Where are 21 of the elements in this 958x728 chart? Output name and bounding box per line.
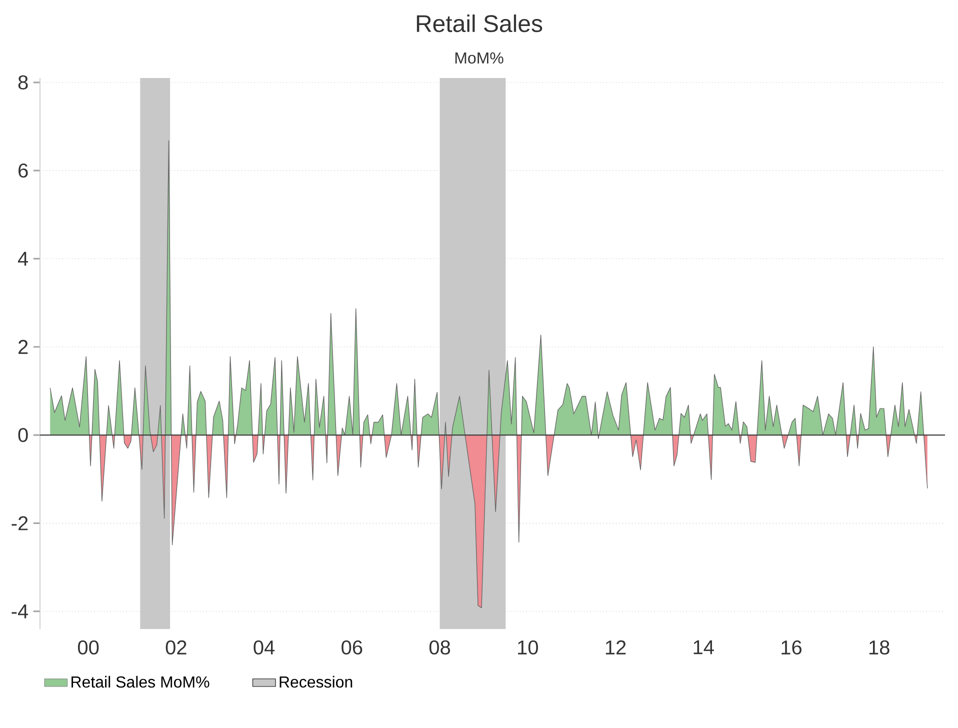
y-tick-label: 0: [18, 428, 28, 442]
chart-title: Retail Sales: [416, 14, 542, 32]
y-tick-label: -4: [12, 604, 28, 618]
x-tick-label: 12: [606, 640, 626, 654]
x-tick-label: 04: [254, 640, 275, 655]
x-tick-label: 02: [166, 640, 186, 655]
x-tick-label: 14: [694, 640, 714, 654]
y-tick-label: 8: [18, 75, 28, 90]
y-tick-label: 6: [18, 163, 28, 178]
x-tick-label: 00: [78, 640, 99, 655]
y-tick-label: 4: [18, 252, 28, 266]
x-tick-label: 06: [342, 640, 362, 655]
y-tick-label: -2: [12, 516, 28, 530]
x-tick-label: 08: [429, 640, 450, 655]
x-tick-label: 10: [518, 640, 538, 655]
legend-label: Retail Sales MoM%: [72, 676, 210, 688]
x-tick-label: 16: [782, 640, 802, 655]
chart-subtitle: MoM%: [455, 52, 504, 64]
x-tick-label: 18: [870, 640, 890, 655]
legend-label: Recession: [280, 676, 352, 688]
y-tick-label: 2: [18, 340, 28, 354]
